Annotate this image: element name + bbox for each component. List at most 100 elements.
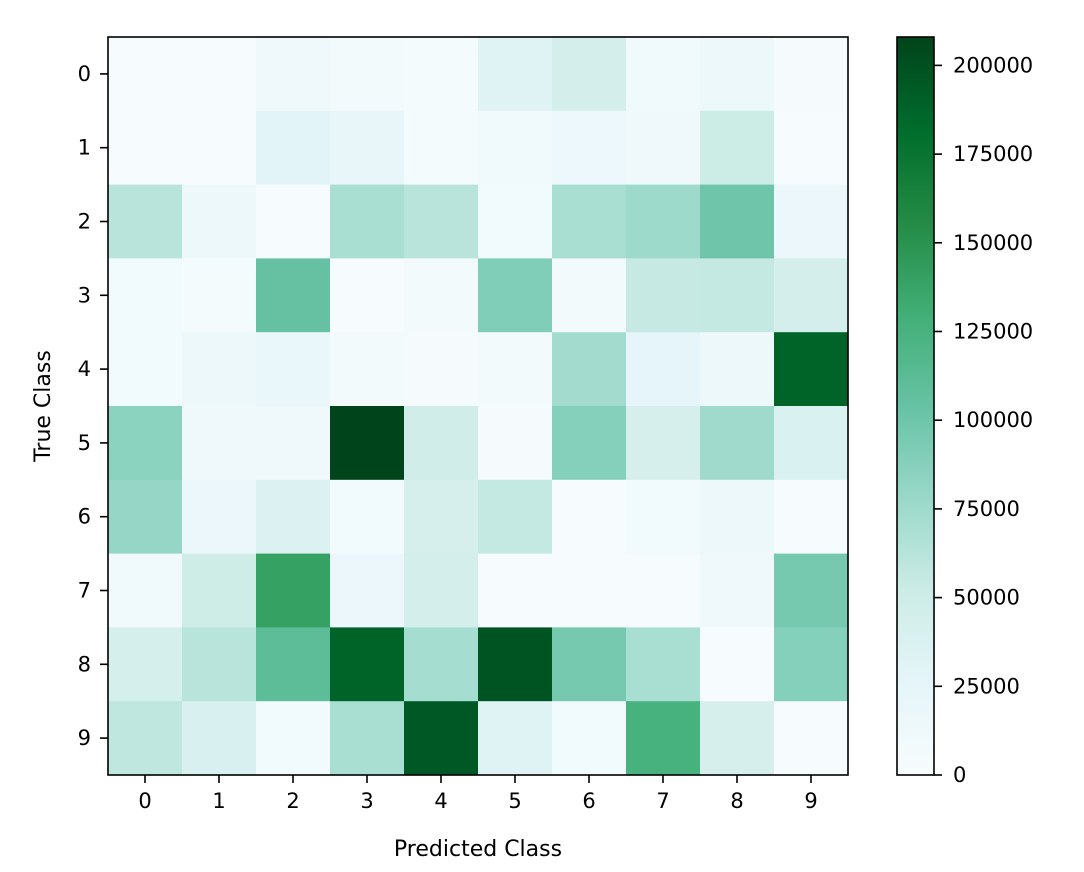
heatmap-cell — [404, 37, 479, 112]
heatmap-cell — [256, 701, 331, 776]
heatmap-cell — [626, 627, 701, 702]
heatmap-cell — [478, 110, 553, 186]
heatmap-cell — [182, 332, 257, 407]
x-axis-ticks: 0 1 2 3 4 5 6 7 8 9 — [138, 775, 818, 813]
heatmap-cell — [478, 406, 553, 481]
heatmap-cell — [478, 479, 553, 555]
heatmap-cell — [256, 627, 331, 702]
heatmap-cell — [256, 184, 331, 259]
heatmap-cell — [626, 701, 701, 776]
heatmap-cell — [404, 406, 479, 481]
x-tick-label: 3 — [360, 789, 373, 813]
heatmap-cell — [700, 406, 775, 481]
heatmap-cell — [108, 184, 183, 259]
heatmap-cell — [256, 110, 331, 186]
heatmap-cell — [108, 258, 183, 333]
heatmap-cell — [626, 184, 701, 259]
heatmap-cell — [774, 332, 849, 407]
heatmap-cell — [108, 701, 183, 776]
x-tick-label: 2 — [286, 789, 299, 813]
y-tick-label: 8 — [78, 652, 91, 676]
y-axis-label: True Class — [31, 350, 56, 463]
colorbar — [896, 36, 935, 776]
heatmap-cell — [108, 479, 183, 555]
heatmap-cell — [330, 553, 405, 628]
heatmap-cell — [108, 110, 183, 186]
colorbar-tick-label: 50000 — [953, 586, 1020, 610]
heatmap-cell — [108, 627, 183, 702]
y-tick-label: 6 — [78, 505, 91, 529]
colorbar-tick-label: 150000 — [953, 231, 1033, 255]
colorbar-tick-label: 100000 — [953, 408, 1033, 432]
heatmap-cell — [626, 406, 701, 481]
heatmap-cell — [182, 406, 257, 481]
x-tick-label: 8 — [730, 789, 743, 813]
heatmap-cell — [774, 110, 849, 186]
plot-frame — [107, 36, 849, 776]
heatmap-cell — [626, 332, 701, 407]
heatmap-cell — [626, 37, 701, 112]
heatmap-cell — [256, 553, 331, 628]
heatmap-cell — [552, 184, 627, 259]
heatmap-cell — [774, 553, 849, 628]
heatmap-cell — [478, 37, 553, 112]
heatmap-cell — [552, 406, 627, 481]
heatmap-cell — [330, 258, 405, 333]
y-tick-label: 3 — [78, 283, 91, 307]
x-tick-label: 9 — [804, 789, 817, 813]
heatmap-cell — [552, 701, 627, 776]
heatmap-cell — [626, 110, 701, 186]
heatmap-cell — [774, 406, 849, 481]
heatmap-cell — [700, 258, 775, 333]
heatmap-cell — [404, 553, 479, 628]
y-tick-label: 7 — [78, 579, 91, 603]
heatmap-cell — [552, 627, 627, 702]
heatmap-cell — [700, 37, 775, 112]
heatmap-cell — [700, 184, 775, 259]
heatmap-cells — [108, 37, 849, 776]
heatmap-cell — [478, 184, 553, 259]
heatmap-cell — [478, 258, 553, 333]
y-tick-label: 1 — [78, 136, 91, 160]
heatmap-cell — [404, 701, 479, 776]
colorbar-ticks: 0 25000 50000 75000 100000 125000 150000 175000… — [934, 53, 1033, 787]
y-tick-label: 2 — [78, 210, 91, 234]
y-tick-label: 0 — [78, 62, 91, 86]
heatmap-cell — [626, 479, 701, 555]
heatmap-cell — [330, 184, 405, 259]
colorbar-tick-label: 75000 — [953, 497, 1020, 521]
heatmap-cell — [774, 258, 849, 333]
heatmap-cell — [330, 406, 405, 481]
heatmap-cell — [182, 701, 257, 776]
heatmap-cell — [478, 332, 553, 407]
x-tick-label: 6 — [582, 789, 595, 813]
y-tick-label: 9 — [78, 726, 91, 750]
heatmap-cell — [552, 553, 627, 628]
heatmap-cell — [774, 37, 849, 112]
heatmap-cell — [774, 184, 849, 259]
colorbar-tick-label: 175000 — [953, 142, 1033, 166]
heatmap-cell — [626, 258, 701, 333]
x-axis-label: Predicted Class — [394, 837, 562, 862]
heatmap-cell — [108, 332, 183, 407]
heatmap-cell — [700, 701, 775, 776]
heatmap-cell — [404, 479, 479, 555]
heatmap-cell — [478, 627, 553, 702]
heatmap-cell — [404, 184, 479, 259]
heatmap-cell — [404, 332, 479, 407]
x-tick-label: 7 — [656, 789, 669, 813]
heatmap-cell — [256, 258, 331, 333]
heatmap-cell — [700, 479, 775, 555]
heatmap-cell — [774, 701, 849, 776]
heatmap-cell — [404, 110, 479, 186]
colorbar-tick-label: 200000 — [953, 53, 1033, 77]
heatmap-cell — [182, 258, 257, 333]
heatmap-cell — [330, 37, 405, 112]
heatmap-cell — [330, 110, 405, 186]
heatmap-cell — [552, 37, 627, 112]
heatmap-cell — [700, 110, 775, 186]
heatmap-cell — [182, 110, 257, 186]
heatmap-cell — [108, 37, 183, 112]
heatmap-cell — [182, 627, 257, 702]
